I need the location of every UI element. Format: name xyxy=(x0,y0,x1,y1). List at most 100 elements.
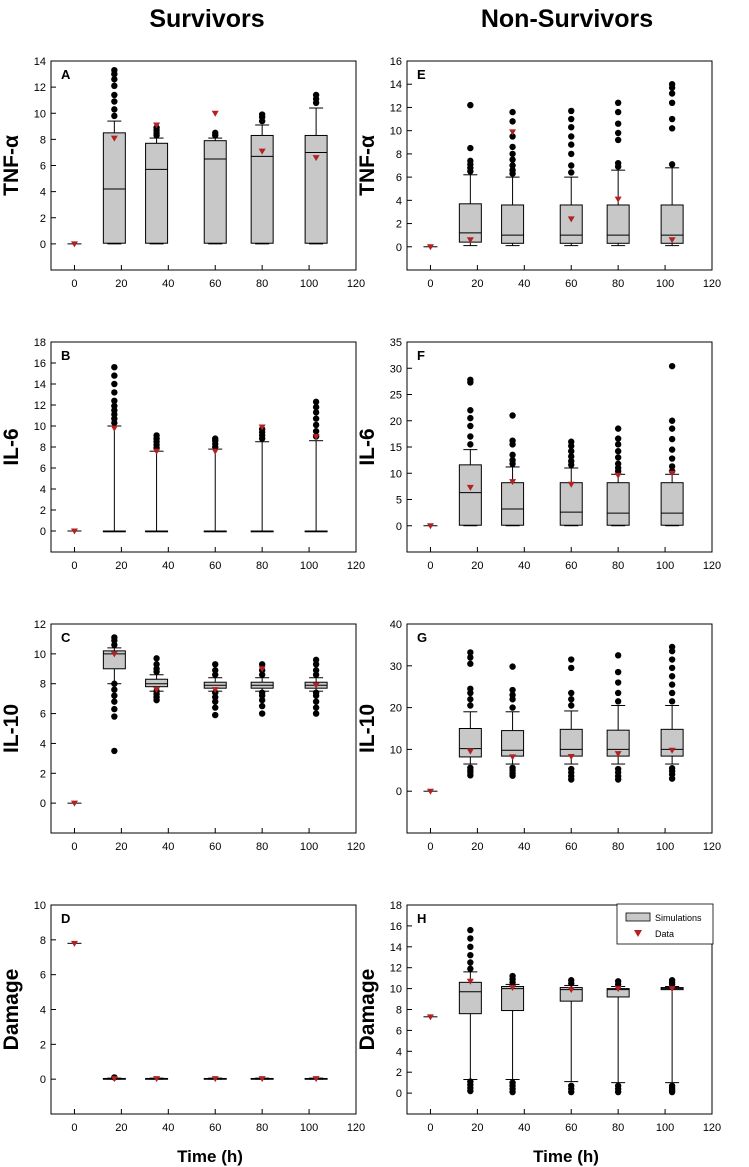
outlier-point xyxy=(312,689,320,696)
box xyxy=(501,482,525,526)
outlier-point xyxy=(614,441,622,448)
outlier-point xyxy=(568,169,575,176)
x-tick-label: 40 xyxy=(162,278,174,290)
outlier-point xyxy=(668,81,676,88)
outlier-point xyxy=(568,115,575,123)
y-tick-label: 15 xyxy=(390,442,402,454)
outlier-point xyxy=(111,389,118,396)
y-tick-label: 10 xyxy=(390,744,402,756)
box xyxy=(458,981,482,1015)
x-tick-label: 80 xyxy=(612,1122,624,1134)
outlier-point xyxy=(614,679,622,686)
outlier-point xyxy=(467,414,474,422)
plot-frame xyxy=(50,623,357,834)
outlier-point xyxy=(467,101,474,109)
box-group xyxy=(250,111,274,245)
data-marker xyxy=(614,196,622,203)
y-tick-label: 0 xyxy=(40,526,46,538)
outlier-point xyxy=(614,108,622,116)
box-group xyxy=(606,99,630,247)
y-tick-label: 10 xyxy=(34,649,46,661)
outlier-point xyxy=(467,685,474,692)
panel-letter: E xyxy=(417,67,426,82)
legend-frame xyxy=(616,903,714,945)
zero-time-data-marker xyxy=(426,244,434,251)
y-tick-label: 0 xyxy=(40,798,46,810)
y-tick-label: 18 xyxy=(34,337,46,349)
box-group xyxy=(660,977,684,1096)
outlier-point xyxy=(258,111,266,118)
plot-frame xyxy=(50,904,357,1115)
data-marker xyxy=(312,155,320,162)
outlier-point xyxy=(258,661,266,668)
outlier-point xyxy=(111,713,118,720)
y-tick-label: 12 xyxy=(390,963,402,975)
y-tick-label: 18 xyxy=(390,900,402,912)
panel-g: G IL-10 0 10 20 30 40 0 20 40 60 80 100 120 xyxy=(356,619,721,853)
y-tick-label: 8 xyxy=(396,1005,402,1017)
x-tick-label: 120 xyxy=(347,560,365,572)
box-group xyxy=(501,972,525,1096)
y-tick-label: 2 xyxy=(40,505,46,517)
panel-letter: A xyxy=(61,67,71,82)
outlier-point xyxy=(668,698,676,705)
x-tick-label: 20 xyxy=(471,841,483,853)
data-marker xyxy=(509,479,517,486)
box-group xyxy=(145,432,169,533)
y-axis-label: IL-6 xyxy=(356,428,379,465)
box-group xyxy=(660,81,684,247)
box xyxy=(145,142,169,244)
plot-frame xyxy=(50,341,357,553)
legend-label-simulations: Simulations xyxy=(655,913,702,923)
data-marker xyxy=(110,1076,118,1083)
x-tick-label: 20 xyxy=(115,560,127,572)
outlier-point xyxy=(312,91,320,99)
outlier-point xyxy=(568,150,575,158)
box-group xyxy=(559,977,583,1096)
outlier-point xyxy=(614,689,622,697)
outlier-point xyxy=(509,451,516,459)
outlier-point xyxy=(153,655,160,662)
outlier-point xyxy=(614,159,622,167)
x-tick-label: 80 xyxy=(256,1122,268,1134)
outlier-point xyxy=(568,438,575,445)
y-tick-label: 16 xyxy=(390,921,402,933)
outlier-point xyxy=(153,665,160,672)
x-tick-label: 100 xyxy=(300,560,318,572)
data-marker xyxy=(668,986,676,993)
box-group xyxy=(458,649,482,779)
x-tick-label: 0 xyxy=(71,1122,77,1134)
data-marker xyxy=(466,237,474,244)
box-group xyxy=(145,1076,169,1083)
data-marker xyxy=(211,1076,219,1083)
x-tick-label: 60 xyxy=(209,1122,221,1134)
outlier-point xyxy=(467,407,474,414)
outlier-point xyxy=(614,435,622,442)
box-group xyxy=(660,643,684,782)
outlier-point xyxy=(614,99,622,107)
outlier-point xyxy=(111,76,118,83)
outlier-point xyxy=(668,463,676,470)
outlier-point xyxy=(258,702,266,710)
data-marker xyxy=(567,481,575,488)
box xyxy=(458,464,482,526)
box-group xyxy=(501,663,525,779)
outlier-point xyxy=(614,652,622,659)
legend-box-swatch xyxy=(625,912,651,922)
box xyxy=(559,204,583,244)
outlier-point xyxy=(509,133,516,140)
box-group xyxy=(501,412,525,527)
outlier-point xyxy=(258,696,266,704)
outlier-point xyxy=(568,689,575,697)
box xyxy=(559,728,583,757)
y-tick-label: 4 xyxy=(40,738,46,750)
box-group xyxy=(660,362,684,527)
box-group xyxy=(458,926,482,1095)
box xyxy=(660,482,684,526)
x-tick-label: 0 xyxy=(427,278,433,290)
outlier-point xyxy=(111,686,118,693)
outlier-point xyxy=(212,704,219,711)
outlier-point xyxy=(509,686,516,694)
box-group xyxy=(559,107,583,247)
outlier-point xyxy=(614,698,622,705)
